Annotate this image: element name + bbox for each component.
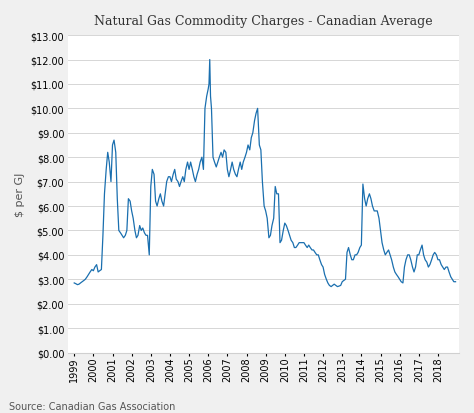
Title: Natural Gas Commodity Charges - Canadian Average: Natural Gas Commodity Charges - Canadian… (94, 15, 433, 28)
Text: Source: Canadian Gas Association: Source: Canadian Gas Association (9, 401, 176, 411)
Y-axis label: $ per GJ: $ per GJ (15, 172, 25, 216)
